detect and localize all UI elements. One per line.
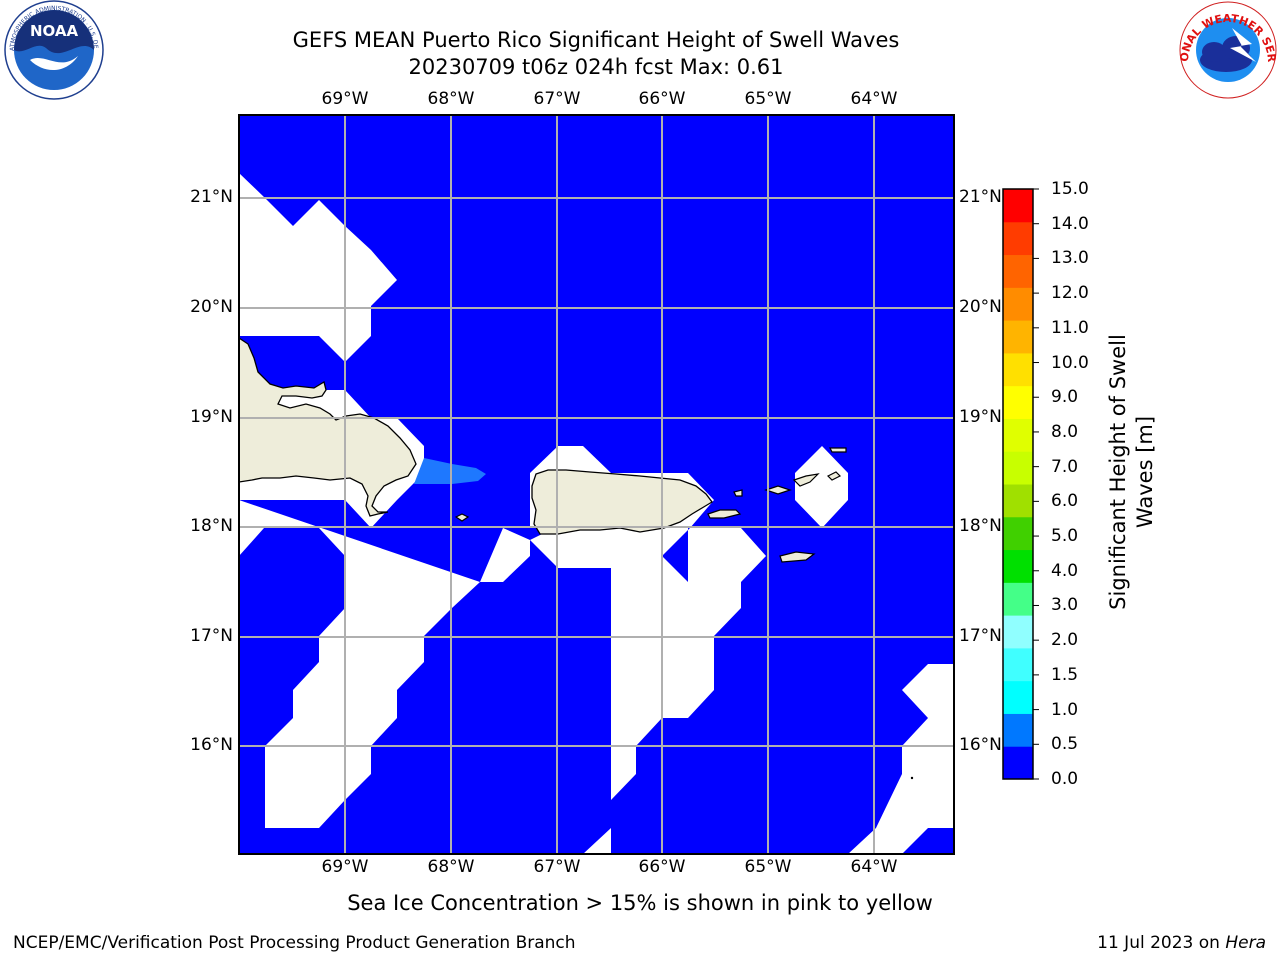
colorbar-segment xyxy=(1003,451,1033,485)
footer-host: Hera xyxy=(1225,933,1266,953)
sea-ice-note: Sea Ice Concentration > 15% is shown in … xyxy=(347,891,933,915)
lat-label-left: 16°N xyxy=(190,735,233,755)
colorbar-segment xyxy=(1003,287,1033,321)
lon-label-top: 67°W xyxy=(533,89,581,109)
colorbar-tick-label: 1.5 xyxy=(1051,664,1079,685)
lon-label-bottom: 69°W xyxy=(321,857,369,877)
lat-label-right: 18°N xyxy=(959,516,1002,536)
colorbar-segment xyxy=(1003,615,1033,649)
lon-label-top: 66°W xyxy=(638,89,686,109)
lon-label-top: 69°W xyxy=(321,89,369,109)
colorbar-tick-label: 3.0 xyxy=(1051,595,1079,616)
lat-label-left: 20°N xyxy=(190,297,233,317)
colorbar-tick-label: 7.0 xyxy=(1051,456,1079,477)
colorbar-frame xyxy=(1002,188,1034,780)
anegada-island xyxy=(829,447,847,453)
colorbar-tick-label: 8.0 xyxy=(1051,421,1079,442)
colorbar-tick-label: 12.0 xyxy=(1051,283,1089,304)
virgin-island-virgin-gorda xyxy=(826,471,842,481)
colorbar-tick-label: 2.0 xyxy=(1051,630,1079,651)
lon-label-bottom: 68°W xyxy=(427,857,475,877)
lat-label-left: 19°N xyxy=(190,407,233,427)
lat-label-right: 21°N xyxy=(959,187,1002,207)
colorbar-tick-label: 15.0 xyxy=(1051,179,1089,199)
national-weather-service-logo-icon: NATIONAL WEATHER SERVICE xyxy=(0,0,1278,99)
colorbar-segment xyxy=(1003,484,1033,518)
map-grid xyxy=(239,115,954,854)
lon-label-bottom: 67°W xyxy=(533,857,581,877)
nws-ring-text: NATIONAL WEATHER SERVICE xyxy=(0,0,1278,63)
footer-credit: NCEP/EMC/Verification Post Processing Pr… xyxy=(13,933,576,953)
lat-label-right: 20°N xyxy=(959,297,1002,317)
colorbar-label: Significant Height of Swell Waves [m] xyxy=(1106,334,1157,610)
lon-label-bottom: 64°W xyxy=(850,857,898,877)
colorbar-segment xyxy=(1003,254,1033,288)
colorbar-tick-label: 14.0 xyxy=(1051,213,1089,234)
lat-label-right: 16°N xyxy=(959,735,1002,755)
colorbar-tick-label: 5.0 xyxy=(1051,526,1079,547)
lat-label-left: 17°N xyxy=(190,626,233,646)
chart-subtitle: 20230709 t06z 024h fcst Max: 0.61 xyxy=(408,55,784,79)
colorbar-segment xyxy=(1003,582,1033,616)
colorbar-tick-label: 0.5 xyxy=(1051,734,1079,755)
st-croix-island xyxy=(779,551,816,563)
noaa-logo-text: NOAA xyxy=(30,22,79,40)
colorbar-segment xyxy=(1003,189,1033,223)
virgin-island-st-thomas xyxy=(764,485,792,495)
lon-label-top: 68°W xyxy=(427,89,475,109)
mona-island xyxy=(454,513,470,522)
hispaniola-land xyxy=(239,337,417,517)
footer-date: 11 Jul 2023 on Hera xyxy=(1097,933,1266,953)
colorbar-tick-label: 6.0 xyxy=(1051,491,1079,512)
culebra-island xyxy=(733,489,743,497)
colorbar-segment xyxy=(1003,713,1033,747)
footer-date-text: 11 Jul 2023 on xyxy=(1097,933,1226,953)
tiny-islet xyxy=(910,776,914,780)
colorbar-segment xyxy=(1003,385,1033,419)
colorbar-tick-label: 1.0 xyxy=(1051,699,1079,720)
map-frame xyxy=(238,114,955,855)
colorbar-tick-label: 4.0 xyxy=(1051,560,1079,581)
colorbar-segment xyxy=(1003,746,1033,780)
svg-text:NATIONAL WEATHER SERVICE: NATIONAL WEATHER SERVICE xyxy=(0,0,1278,63)
lon-label-top: 64°W xyxy=(850,89,898,109)
swell-field xyxy=(239,115,954,854)
colorbar-tick-label: 0.0 xyxy=(1051,769,1079,789)
colorbar xyxy=(1002,188,1039,780)
colorbar-segment xyxy=(1003,352,1033,387)
map-area xyxy=(239,115,954,854)
colorbar-segment xyxy=(1003,647,1033,682)
lat-label-right: 17°N xyxy=(959,626,1002,646)
colorbar-tick-label: 10.0 xyxy=(1051,352,1089,373)
lon-label-top: 65°W xyxy=(744,89,792,109)
chart-title: GEFS MEAN Puerto Rico Significant Height… xyxy=(292,28,900,52)
virgin-island-tortola xyxy=(792,473,820,487)
colorbar-segment xyxy=(1003,221,1033,256)
lon-label-bottom: 65°W xyxy=(744,857,792,877)
colorbar-tick-label: 11.0 xyxy=(1051,317,1089,338)
lon-label-bottom: 66°W xyxy=(638,857,686,877)
lat-label-left: 21°N xyxy=(190,187,233,207)
lat-label-right: 19°N xyxy=(959,407,1002,427)
noaa-logo-icon: NOAA NATIONAL OCEANIC AND ATMOSPHERIC AD… xyxy=(0,0,104,100)
vieques-island xyxy=(707,509,742,519)
colorbar-segment xyxy=(1003,320,1033,354)
colorbar-segment xyxy=(1003,516,1033,551)
colorbar-tick-label: 9.0 xyxy=(1051,387,1079,408)
colorbar-segment xyxy=(1003,418,1033,452)
puerto-rico-land xyxy=(531,469,713,535)
lat-label-left: 18°N xyxy=(190,516,233,536)
colorbar-segment xyxy=(1003,680,1033,714)
colorbar-segment xyxy=(1003,549,1033,583)
colorbar-tick-label: 13.0 xyxy=(1051,248,1089,269)
